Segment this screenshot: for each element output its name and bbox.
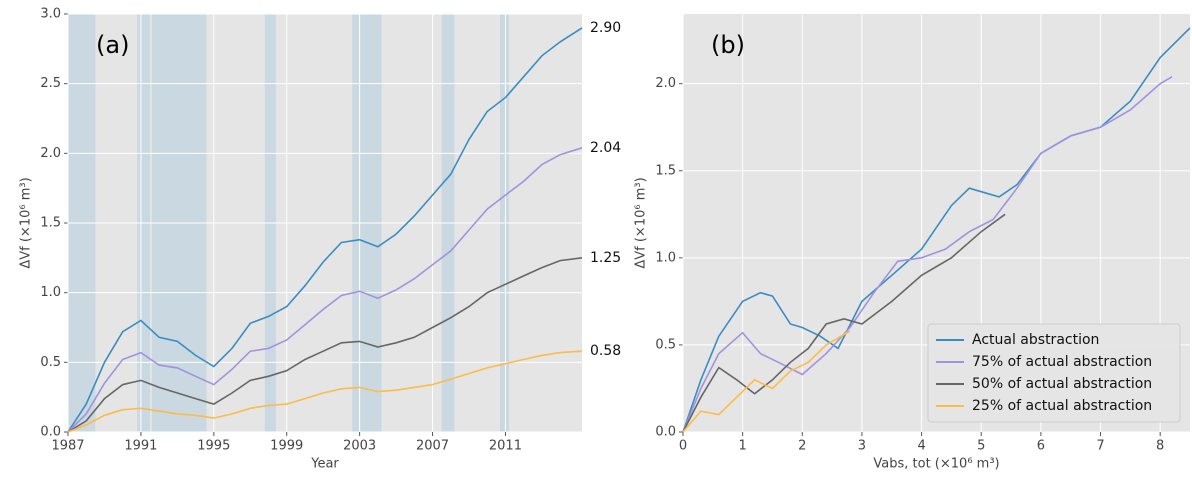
- x-tick-label: 2: [798, 439, 806, 454]
- x-tick-label: 3: [858, 439, 866, 454]
- x-tick-label: 8: [1156, 439, 1164, 454]
- y-tick-label: 2.0: [655, 76, 676, 91]
- y-tick-label: 0.0: [655, 425, 676, 440]
- x-tick-label: 5: [977, 439, 985, 454]
- series-line: [682, 213, 1006, 433]
- y-tick-label: 0.5: [40, 355, 61, 370]
- x-tick-label: 1987: [51, 439, 84, 454]
- series-line: [67, 257, 583, 433]
- y-axis-label: ΔVf (×10⁶ m³): [19, 177, 34, 268]
- series-line: [67, 27, 583, 433]
- x-tick-label: 4: [917, 439, 925, 454]
- y-tick-label: 3.0: [40, 7, 61, 22]
- series-line: [682, 330, 851, 433]
- x-tick-label: 0: [679, 439, 687, 454]
- end-label: 0.58: [590, 343, 621, 359]
- x-tick-label: 6: [1037, 439, 1045, 454]
- y-tick-label: 2.0: [40, 146, 61, 161]
- x-tick-label: 1: [739, 439, 747, 454]
- panel-label: (a): [96, 31, 129, 59]
- x-tick-label: 2003: [343, 439, 376, 454]
- legend-label: 50% of actual abstraction: [972, 376, 1152, 392]
- y-tick-label: 2.5: [40, 76, 61, 91]
- y-tick-label: 1.5: [655, 163, 676, 178]
- legend-box: [927, 323, 1181, 423]
- x-tick-label: 1999: [270, 439, 303, 454]
- y-tick-label: 1.0: [40, 285, 61, 300]
- y-tick-label: 0.5: [655, 337, 676, 352]
- series-line: [682, 76, 1173, 433]
- y-tick-label: 0.0: [40, 425, 61, 440]
- x-axis-label: Vabs, tot (×10⁶ m³): [873, 457, 999, 472]
- legend-label: Actual abstraction: [972, 332, 1099, 348]
- end-label: 1.25: [590, 250, 621, 266]
- series-line: [67, 147, 583, 433]
- legend-label: 25% of actual abstraction: [972, 398, 1152, 414]
- x-tick-label: 7: [1096, 439, 1104, 454]
- end-label: 2.90: [590, 20, 621, 36]
- x-tick-label: 2007: [416, 439, 449, 454]
- y-axis-label: ΔVf (×10⁶ m³): [634, 177, 649, 268]
- legend-label: 75% of actual abstraction: [972, 354, 1152, 370]
- y-tick-label: 1.5: [40, 216, 61, 231]
- panel-label: (b): [711, 31, 745, 59]
- y-tick-label: 1.0: [655, 250, 676, 265]
- series-line: [67, 350, 583, 433]
- end-label: 2.04: [590, 140, 621, 156]
- x-axis-label: Year: [310, 457, 339, 472]
- x-tick-label: 1991: [124, 439, 157, 454]
- x-tick-label: 1995: [197, 439, 230, 454]
- x-tick-label: 2011: [489, 439, 522, 454]
